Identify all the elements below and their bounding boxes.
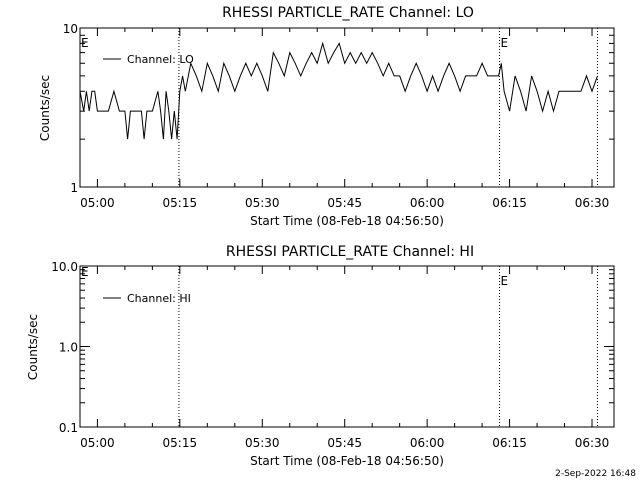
x-tick-label: 05:30: [245, 196, 280, 210]
x-tick-label: 05:15: [163, 196, 198, 210]
x-tick-label: 05:00: [80, 196, 115, 210]
panel-lo-ylabel: Counts/sec: [38, 75, 52, 141]
panel-lo-series-line: [79, 41, 598, 140]
panel-hi-y-axis: 0.1 1.0 10.0: [51, 260, 614, 435]
panel-hi-legend-label: Channel: HI: [127, 292, 191, 305]
panel-hi-edge-marker: E: [81, 265, 89, 279]
x-tick-label: 05:45: [327, 196, 362, 210]
y-tick-label: 0.1: [59, 421, 78, 435]
x-tick-label: 06:15: [492, 196, 527, 210]
panel-lo-legend: Channel: LO: [103, 53, 194, 66]
panel-lo-x-axis: 05:00 05:15 05:30 05:45 06:00 06:15 06:30: [80, 28, 609, 210]
x-tick-label: 05:15: [163, 436, 198, 450]
x-tick-label: 06:30: [575, 196, 610, 210]
panel-lo: RHESSI PARTICLE_RATE Channel: LO Counts/…: [38, 5, 615, 228]
event-line-label: E: [501, 274, 509, 288]
x-tick-label: 06:30: [575, 436, 610, 450]
panel-lo-y-axis: 1 10: [63, 22, 614, 195]
panel-hi: RHESSI PARTICLE_RATE Channel: HI Counts/…: [26, 244, 615, 468]
y-tick-label: 1: [70, 181, 78, 195]
panel-lo-edge-marker: E: [81, 36, 89, 50]
x-tick-label: 05:00: [80, 436, 115, 450]
panel-hi-ylabel: Counts/sec: [26, 314, 40, 380]
x-tick-label: 06:00: [410, 436, 445, 450]
panel-hi-x-axis: 05:00 05:15 05:30 05:45 06:00 06:15 06:30: [80, 266, 609, 450]
panel-hi-legend: Channel: HI: [103, 292, 191, 305]
event-line-label: E: [501, 36, 509, 50]
x-tick-label: 06:15: [492, 436, 527, 450]
y-tick-label: 10.0: [51, 260, 78, 274]
panel-lo-legend-label: Channel: LO: [127, 53, 194, 66]
panel-lo-event-lines: E: [178, 28, 599, 187]
panel-lo-title: RHESSI PARTICLE_RATE Channel: LO: [222, 5, 474, 21]
panel-lo-xlabel: Start Time (08-Feb-18 04:56:50): [250, 214, 444, 228]
panel-hi-plot-frame: [79, 265, 615, 428]
x-tick-label: 06:00: [410, 196, 445, 210]
panel-hi-xlabel: Start Time (08-Feb-18 04:56:50): [250, 454, 444, 468]
x-tick-label: 05:30: [245, 436, 280, 450]
y-tick-label: 10: [63, 22, 78, 36]
panel-hi-event-lines: E: [178, 266, 599, 427]
x-tick-label: 05:45: [327, 436, 362, 450]
y-tick-label: 1.0: [59, 341, 78, 355]
panel-lo-plot-frame: [79, 27, 615, 188]
panel-hi-title: RHESSI PARTICLE_RATE Channel: HI: [226, 244, 474, 260]
footer-timestamp: 2-Sep-2022 16:48: [555, 469, 636, 479]
